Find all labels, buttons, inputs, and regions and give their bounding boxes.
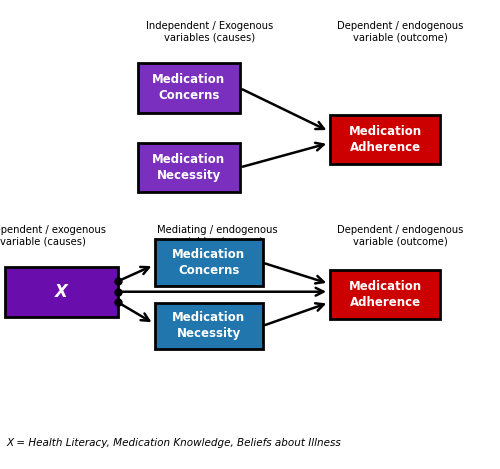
FancyBboxPatch shape: [138, 143, 240, 192]
Text: Medication
Concerns: Medication Concerns: [152, 74, 226, 102]
FancyBboxPatch shape: [5, 267, 117, 317]
Text: Independent / exogenous
variable (causes): Independent / exogenous variable (causes…: [0, 225, 106, 247]
FancyBboxPatch shape: [155, 303, 262, 349]
Text: X = Health Literacy, Medication Knowledge, Beliefs about Illness: X = Health Literacy, Medication Knowledg…: [6, 438, 341, 448]
Text: Mediating / endogenous
variables (causes): Mediating / endogenous variables (causes…: [157, 225, 278, 247]
Text: Medication
Adherence: Medication Adherence: [348, 280, 422, 309]
FancyBboxPatch shape: [155, 239, 262, 286]
FancyBboxPatch shape: [138, 63, 240, 113]
FancyBboxPatch shape: [330, 115, 440, 164]
Text: X: X: [55, 283, 68, 301]
Text: Dependent / endogenous
variable (outcome): Dependent / endogenous variable (outcome…: [337, 21, 463, 43]
Text: Independent / Exogenous
variables (causes): Independent / Exogenous variables (cause…: [146, 21, 274, 43]
Text: Medication
Concerns: Medication Concerns: [172, 248, 246, 277]
Text: Dependent / endogenous
variable (outcome): Dependent / endogenous variable (outcome…: [337, 225, 463, 247]
Text: Medication
Adherence: Medication Adherence: [348, 125, 422, 154]
Text: Medication
Necessity: Medication Necessity: [172, 311, 246, 340]
Text: Medication
Necessity: Medication Necessity: [152, 153, 226, 182]
FancyBboxPatch shape: [330, 270, 440, 319]
